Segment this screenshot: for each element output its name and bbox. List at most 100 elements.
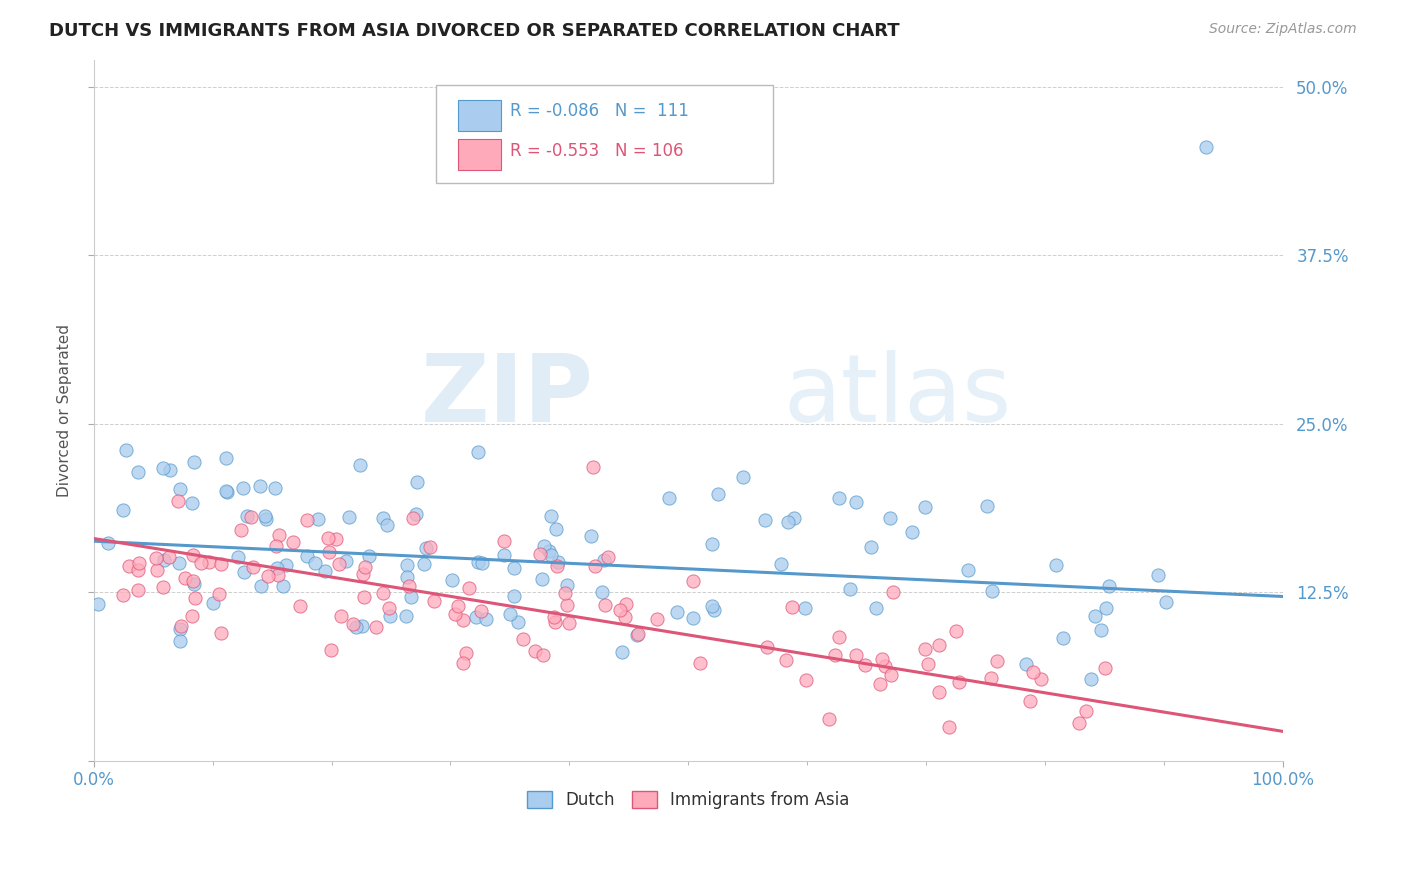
- Point: [612, 644, 634, 658]
- Point: [555, 599, 578, 613]
- Point: [335, 554, 357, 568]
- Point: [492, 548, 515, 562]
- Point: [828, 630, 851, 644]
- Y-axis label: Divorced or Separated: Divorced or Separated: [58, 324, 72, 497]
- Point: [554, 586, 576, 600]
- Point: [596, 549, 619, 564]
- Point: [269, 528, 291, 542]
- Point: [167, 556, 190, 570]
- Point: [357, 549, 380, 563]
- Point: [413, 557, 436, 571]
- Point: [288, 599, 311, 613]
- Point: [233, 566, 256, 580]
- Point: [882, 585, 904, 599]
- Point: [180, 609, 202, 624]
- Point: [274, 558, 297, 572]
- Point: [503, 589, 526, 603]
- Point: [198, 555, 221, 569]
- Point: [152, 461, 174, 475]
- Point: [209, 558, 232, 572]
- Point: [169, 633, 191, 648]
- Point: [948, 675, 970, 690]
- Point: [184, 591, 207, 606]
- Point: [682, 611, 704, 625]
- Point: [544, 615, 567, 630]
- Point: [378, 609, 401, 624]
- Point: [824, 648, 846, 662]
- Text: atlas: atlas: [783, 351, 1012, 442]
- Point: [208, 587, 231, 601]
- Point: [364, 620, 387, 634]
- Point: [458, 581, 481, 595]
- Point: [318, 545, 340, 559]
- Point: [1154, 595, 1177, 609]
- Point: [546, 522, 568, 536]
- Point: [579, 529, 602, 543]
- Point: [1195, 140, 1218, 154]
- Point: [593, 553, 616, 567]
- Point: [627, 626, 650, 640]
- Point: [976, 499, 998, 513]
- Point: [917, 657, 939, 671]
- Point: [540, 508, 562, 523]
- Point: [415, 541, 437, 555]
- Point: [271, 579, 294, 593]
- Point: [769, 558, 792, 572]
- Point: [530, 572, 553, 586]
- Point: [593, 598, 616, 612]
- Point: [865, 601, 887, 615]
- Point: [845, 648, 868, 662]
- Point: [152, 553, 174, 567]
- Point: [146, 563, 169, 577]
- Point: [776, 515, 799, 529]
- Point: [127, 465, 149, 479]
- Point: [1084, 608, 1107, 623]
- Point: [283, 535, 305, 549]
- Point: [240, 510, 263, 524]
- Point: [453, 656, 475, 670]
- Point: [183, 576, 205, 591]
- Point: [512, 632, 534, 646]
- Point: [264, 481, 287, 495]
- Point: [780, 599, 803, 614]
- Point: [818, 713, 841, 727]
- Point: [860, 541, 883, 555]
- Point: [914, 500, 936, 514]
- Point: [456, 646, 478, 660]
- Point: [1045, 558, 1067, 572]
- Point: [533, 539, 555, 553]
- Point: [1029, 673, 1052, 687]
- Point: [793, 600, 815, 615]
- Point: [112, 588, 135, 602]
- Point: [242, 560, 264, 574]
- Point: [880, 667, 903, 681]
- Point: [557, 578, 579, 592]
- Point: [316, 532, 339, 546]
- Point: [215, 451, 238, 466]
- Point: [689, 657, 711, 671]
- Point: [183, 548, 205, 562]
- Point: [344, 620, 367, 634]
- Point: [986, 654, 1008, 668]
- Point: [1094, 661, 1116, 675]
- Point: [371, 511, 394, 525]
- Point: [845, 495, 868, 509]
- Point: [297, 549, 319, 563]
- Point: [1019, 694, 1042, 708]
- Point: [342, 616, 364, 631]
- Point: [755, 640, 778, 654]
- Point: [702, 537, 724, 551]
- Point: [1076, 704, 1098, 718]
- Point: [127, 563, 149, 577]
- Point: [869, 677, 891, 691]
- Point: [166, 494, 188, 508]
- Point: [353, 560, 375, 574]
- Point: [1069, 715, 1091, 730]
- Point: [775, 653, 797, 667]
- Point: [419, 540, 441, 554]
- Point: [645, 612, 668, 626]
- Point: [928, 685, 950, 699]
- Point: [181, 496, 204, 510]
- Text: R = -0.086   N =  111: R = -0.086 N = 111: [510, 103, 689, 120]
- Point: [328, 557, 350, 571]
